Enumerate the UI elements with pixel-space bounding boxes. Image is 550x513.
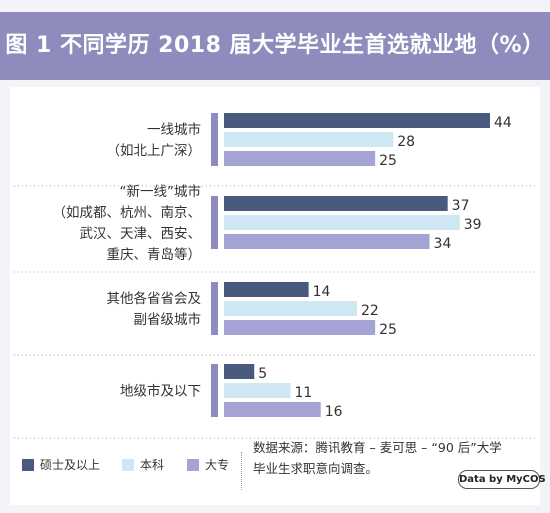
bar-4-series-3 [224,402,321,417]
category-marker-3 [211,282,218,335]
footer-divider [241,452,243,490]
category-label-1-line-2: （如北上广深） [107,143,202,159]
title-band [0,12,550,80]
value-label-4-series-2: 11 [295,385,313,401]
data-source-line-1: 数据来源：腾讯教育 – 麦可思 – “90 后”大学 [253,440,502,455]
value-label-2-series-1: 37 [452,198,470,214]
value-label-1-series-3: 25 [379,153,397,169]
legend-swatch-junior-college [187,459,199,471]
legend-item-junior-college: 大专 [187,457,229,473]
bar-2-series-1 [224,196,448,211]
bar-1-series-1 [224,113,490,128]
legend-label-masters: 硕士及以上 [40,458,101,472]
value-label-3-series-2: 22 [361,303,379,319]
bar-1-series-3 [224,151,376,166]
bar-4-series-2 [224,383,291,398]
legend-label-bachelor: 本科 [140,458,165,472]
chart-title: 图 1 不同学历 2018 届大学毕业生首选就业地（%） [5,33,545,58]
bar-3-series-1 [224,282,309,297]
value-label-3-series-1: 14 [313,284,331,300]
value-label-2-series-3: 34 [434,236,452,252]
value-label-1-series-2: 28 [397,134,415,150]
bar-3-series-3 [224,320,376,335]
bar-2-series-2 [224,215,460,230]
category-label-3-line-2: 副省级城市 [134,311,202,328]
value-label-2-series-2: 39 [464,217,482,233]
legend-item-masters: 硕士及以上 [22,457,100,473]
data-by-mycos-badge: Data by MyCOS [458,470,546,489]
legend-swatch-masters [22,459,34,471]
data-source-line-2: 毕业生求职意向调查。 [253,461,379,476]
legend-swatch-bachelor [122,459,134,471]
category-marker-2 [211,196,218,249]
bar-4-series-1 [224,364,255,379]
category-label-2-line-1: “新一线”城市 [120,183,202,200]
bar-2-series-3 [224,234,430,249]
category-label-4-line-1: 地级市及以下 [120,383,201,400]
bar-1-series-2 [224,132,394,147]
category-marker-4 [211,364,218,417]
category-label-2-line-2: （如成都、杭州、南京、 [53,205,202,221]
category-label-2-line-3: 武汉、天津、西安、 [80,226,202,242]
category-label-2-line-4: 重庆、青岛等） [107,246,202,263]
data-source-note: 数据来源：腾讯教育 – 麦可思 – “90 后”大学 毕业生求职意向调查。 [253,437,543,479]
category-marker-1 [211,113,218,166]
value-label-4-series-1: 5 [258,366,267,382]
category-label-3-line-1: 其他各省省会及 [107,291,202,307]
category-label-1-line-1: 一线城市 [147,121,201,138]
legend-label-junior-college: 大专 [205,458,230,472]
value-label-1-series-1: 44 [494,115,512,131]
value-label-3-series-3: 25 [379,322,397,338]
value-label-4-series-3: 16 [325,404,343,420]
legend-item-bachelor: 本科 [122,457,164,473]
bar-3-series-2 [224,301,357,316]
